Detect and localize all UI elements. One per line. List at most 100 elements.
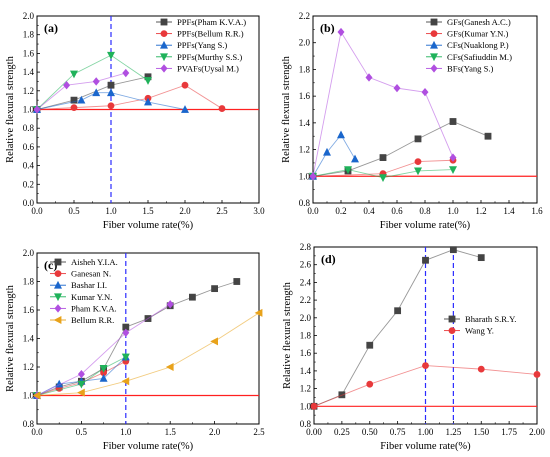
x-tick-label: 0.0 (31, 206, 43, 216)
data-point (449, 153, 457, 162)
data-point (393, 83, 401, 93)
x-tick-label: 2.5 (253, 427, 265, 437)
x-tick-label: 2.0 (209, 427, 221, 437)
data-point (189, 293, 196, 301)
legend-marker (160, 64, 168, 73)
data-point (210, 337, 218, 346)
x-tick-label: 2.0 (179, 206, 191, 216)
y-tick-label: 2.6 (300, 260, 312, 270)
x-tick-label: 0.8 (419, 206, 431, 216)
x-tick-label: 0.5 (68, 206, 80, 216)
series-4 (309, 166, 457, 182)
data-point (310, 402, 318, 410)
x-tick-label: 0.2 (335, 206, 346, 216)
x-tick-label: 1.50 (473, 427, 489, 437)
data-point (394, 307, 402, 315)
y-axis-title: Relative flexural strength (5, 284, 16, 391)
legend-marker (448, 315, 456, 323)
data-point (477, 365, 485, 373)
data-point (323, 147, 331, 156)
data-point (218, 105, 226, 112)
y-tick-label: 1.4 (300, 366, 312, 376)
data-point (107, 81, 115, 89)
series-line (312, 30, 454, 177)
legend-marker (160, 40, 168, 49)
data-point (422, 362, 429, 369)
legend-marker (53, 316, 62, 324)
chart-panel-1: 0.0 0.5 1.0 1.5 2.0 2.5 3.0 0.0 0.2 0.4 0.6 0.8 1.0 1… (5, 11, 265, 231)
y-tick-label: 1.2 (299, 145, 310, 155)
y-tick-label: 0.8 (299, 198, 311, 208)
legend-marker (430, 53, 438, 62)
legend: GFs(Ganesh A.C.) GFs(Kumar Y.N.)CFs(Nuakl… (426, 17, 512, 73)
legend-marker (54, 280, 62, 289)
x-tick-label: 3.0 (253, 206, 265, 216)
legend-label: CFs(Nuaklong P.) (447, 40, 509, 50)
y-tick-label: 2.0 (300, 313, 312, 323)
y-tick-label: 2.2 (300, 295, 311, 305)
chart-panel-3: 0.0 0.5 1.0 1.5 2.0 2.5 0.8 1.0 1.2 1.4 1.6 1.8 2.0 F… (5, 248, 265, 452)
data-point (337, 27, 345, 37)
series-line (36, 281, 237, 396)
chart-panel-2: 0.0 0.2 0.4 0.6 0.8 1.0 1.2 1.4 1.6 0.8 1.0 1.2 1.4 1… (281, 11, 543, 231)
x-tick-label: 0.25 (334, 427, 350, 437)
legend-label: Bellum R.R. (71, 315, 114, 325)
x-tick-label: 1.0 (447, 206, 459, 216)
x-tick-label: 1.5 (165, 427, 177, 437)
data-point (351, 154, 359, 163)
series-line (312, 134, 356, 177)
legend-label: PPFs(Pham K.V.A.) (177, 17, 246, 27)
data-point (107, 88, 115, 97)
y-tick-label: 1.6 (300, 348, 312, 358)
x-tick-label: 0.5 (76, 427, 88, 437)
data-point (421, 87, 429, 97)
chart-panel-4: 0.00 0.25 0.50 0.75 1.00 1.25 1.50 1.75 2.00 0.8 1… (282, 242, 545, 452)
series-line (36, 84, 223, 110)
series-line (36, 72, 126, 110)
y-axis-title: Relative flexural strength (281, 55, 292, 162)
data-point (449, 166, 457, 174)
y-tick-label: 1.0 (300, 401, 312, 411)
panel-label: (c) (44, 258, 57, 272)
series-5 (33, 68, 130, 114)
series-6 (32, 308, 263, 400)
x-tick-label: 1.5 (142, 206, 154, 216)
data-point (414, 158, 422, 165)
data-point (422, 256, 429, 264)
data-point (379, 154, 387, 161)
y-tick-label: 1.8 (300, 331, 312, 341)
data-point (366, 341, 374, 349)
y-tick-label: 0.6 (23, 142, 35, 152)
data-point (70, 104, 78, 112)
y-tick-label: 1.6 (23, 305, 35, 315)
data-point (99, 365, 108, 373)
x-tick-label: 0.0 (31, 427, 43, 437)
legend: Aisheh Y.I.A. Ganesan N.Bashar I.I. Kumar … (50, 257, 118, 325)
data-point (144, 97, 152, 106)
data-point (70, 70, 78, 79)
data-point (484, 132, 492, 140)
data-point (166, 300, 174, 309)
y-tick-label: 2.0 (23, 11, 35, 21)
y-tick-label: 1.2 (23, 362, 34, 372)
legend-marker (430, 64, 438, 73)
data-point (70, 96, 78, 104)
data-point (77, 95, 86, 104)
plot-frame (36, 252, 260, 425)
y-tick-label: 2.4 (300, 277, 312, 287)
x-axis-title: Fiber volume rate(%) (103, 220, 194, 231)
data-point (32, 391, 41, 400)
data-point (181, 105, 189, 113)
legend-marker (430, 30, 438, 37)
legend: Bharath S.R.Y. Wang Y. (444, 314, 516, 336)
x-tick-label: 0.6 (391, 206, 403, 216)
x-tick-label: 0.50 (362, 427, 378, 437)
y-tick-label: 1.2 (300, 384, 311, 394)
legend-marker (430, 40, 438, 49)
legend-label: PPFs(Murthy S.S.) (177, 52, 242, 62)
legend-marker (54, 270, 62, 277)
series-line (36, 356, 127, 396)
data-point (121, 353, 130, 362)
y-tick-label: 2.0 (23, 248, 35, 258)
